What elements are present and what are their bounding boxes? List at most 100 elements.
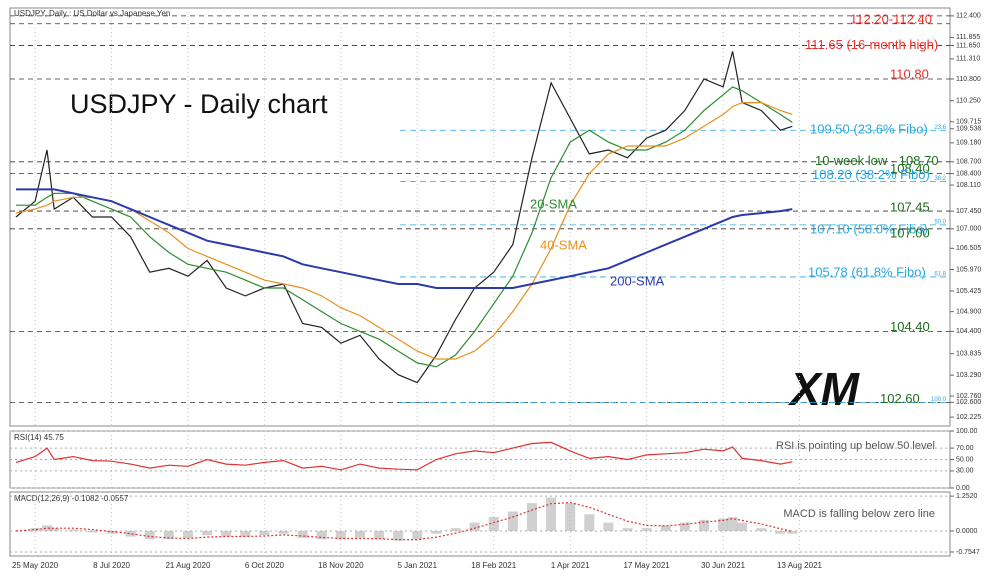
macd-bar	[660, 525, 671, 531]
fibo-label: 50.0	[934, 219, 946, 225]
macd-bar	[125, 530, 136, 537]
y-tick-label: 107.450	[956, 208, 981, 215]
series-label: 20-SMA	[530, 196, 577, 211]
y-tick-label: 0.0000	[956, 528, 978, 535]
annotation: 104.40	[890, 319, 930, 334]
macd-bar	[297, 530, 308, 538]
macd-bar	[756, 528, 767, 531]
macd-bar	[240, 530, 251, 537]
y-tick-label: 70.00	[956, 445, 974, 452]
y-tick-label: 108.400	[956, 170, 981, 177]
macd-bar	[42, 525, 53, 531]
annotation: 10-week low - 108.70	[815, 153, 939, 168]
signal-line	[15, 501, 793, 541]
annotation: 110.80	[890, 66, 929, 81]
x-tick-label: 8 Jul 2020	[93, 561, 130, 570]
x-tick-label: 25 May 2020	[12, 561, 59, 570]
macd-bar	[182, 530, 193, 538]
x-tick-label: 13 Aug 2021	[777, 561, 822, 570]
y-tick-label: 103.835	[956, 350, 981, 357]
y-tick-label: 111.855	[956, 34, 980, 41]
y-tick-label: 30.00	[956, 468, 974, 475]
macd-bar	[622, 528, 633, 531]
x-tick-label: 17 May 2021	[623, 561, 670, 570]
x-tick-label: 6 Oct 2020	[245, 561, 285, 570]
annotation: 107.00	[890, 225, 930, 240]
y-tick-label: 102.600	[956, 399, 981, 406]
macd-title: MACD(12,26,9) -0.1082 -0.0557	[14, 494, 129, 503]
y-tick-label: 104.900	[956, 308, 981, 315]
annotation: 111.65 (16-month high)	[805, 37, 938, 52]
macd-bar	[546, 497, 557, 531]
series-line	[16, 86, 793, 368]
y-tick-label: 106.505	[956, 245, 981, 252]
y-tick-label: 0.00	[956, 485, 970, 492]
y-tick-label: 50.00	[956, 456, 974, 463]
y-tick-label: 103.290	[956, 372, 981, 379]
y-tick-label: 109.538	[956, 126, 981, 133]
macd-bar	[393, 530, 404, 541]
fibo-label: 61.8	[934, 272, 946, 278]
y-tick-label: 1.2520	[956, 493, 978, 500]
macd-bar	[450, 528, 461, 531]
series-label: 40-SMA	[540, 237, 587, 252]
y-tick-label: 111.650	[956, 42, 980, 49]
y-tick-label: 109.180	[956, 140, 981, 147]
macd-bar	[335, 530, 346, 540]
y-tick-label: 110.250	[956, 98, 981, 105]
macd-bar	[679, 522, 690, 531]
series-line	[15, 441, 793, 471]
x-tick-label: 21 Aug 2020	[165, 561, 210, 570]
main-panel	[9, 7, 951, 427]
y-tick-label: 102.760	[956, 393, 981, 400]
y-tick-label: 102.225	[956, 414, 981, 421]
macd-bar	[106, 530, 117, 534]
macd-panel	[9, 491, 951, 557]
annotation: 108.20 (38.2% Fibo)	[812, 167, 930, 182]
macd-bar	[68, 529, 79, 531]
y-tick-label: 104.400	[956, 328, 981, 335]
rsi-title: RSI(14) 45.75	[14, 433, 64, 442]
annotation: 109.50 (23.6% Fibo)	[810, 122, 928, 137]
fibo-label: 23.6	[934, 125, 946, 131]
y-tick-label: 108.700	[956, 159, 981, 166]
macd-bar	[718, 518, 729, 531]
fibo-label: 38.2	[934, 176, 946, 182]
annotation: 105.78 (61.8% Fibo)	[808, 264, 926, 279]
macd-bar	[412, 530, 423, 540]
macd-bar	[565, 503, 576, 531]
y-tick-label: 105.970	[956, 266, 981, 273]
macd-note: MACD is falling below zero line	[783, 508, 935, 520]
x-tick-label: 1 Apr 2021	[551, 561, 590, 570]
rsi-note: RSI is pointing up below 50 level	[776, 440, 935, 452]
macd-bar	[202, 530, 213, 536]
macd-bar	[354, 530, 365, 538]
macd-bar	[221, 530, 232, 537]
fibo-label: 100.0	[931, 397, 947, 403]
macd-bar	[775, 530, 786, 534]
annotation: 107.10 (50.0% Fibo)	[810, 221, 928, 236]
macd-bar	[30, 528, 41, 531]
annotation: 112.20-112.40	[850, 11, 932, 26]
x-tick-label: 18 Nov 2020	[318, 561, 364, 570]
macd-bar	[144, 530, 155, 540]
macd-bar	[641, 528, 652, 531]
annotation: 102.60	[880, 391, 920, 406]
y-tick-label: 105.425	[956, 288, 981, 295]
chart-header: USDJPY, Daily : US Dollar vs Japanese Ye…	[14, 9, 170, 18]
macd-bar	[727, 517, 738, 531]
y-tick-label: 112.400	[956, 13, 981, 20]
macd-bar	[488, 517, 499, 531]
y-tick-label: 100.00	[956, 428, 978, 435]
macd-bar	[431, 530, 442, 534]
x-tick-label: 5 Jan 2021	[397, 561, 437, 570]
x-tick-label: 30 Jun 2021	[701, 561, 746, 570]
macd-bar	[469, 522, 480, 531]
series-label: 200-SMA	[610, 273, 665, 288]
series-line	[15, 102, 793, 360]
macd-bar	[278, 530, 289, 534]
annotation: 107.45	[890, 200, 930, 215]
y-tick-label: -0.7547	[956, 549, 980, 556]
y-tick-label: 109.715	[956, 119, 981, 126]
y-tick-label: 111.310	[956, 56, 980, 63]
